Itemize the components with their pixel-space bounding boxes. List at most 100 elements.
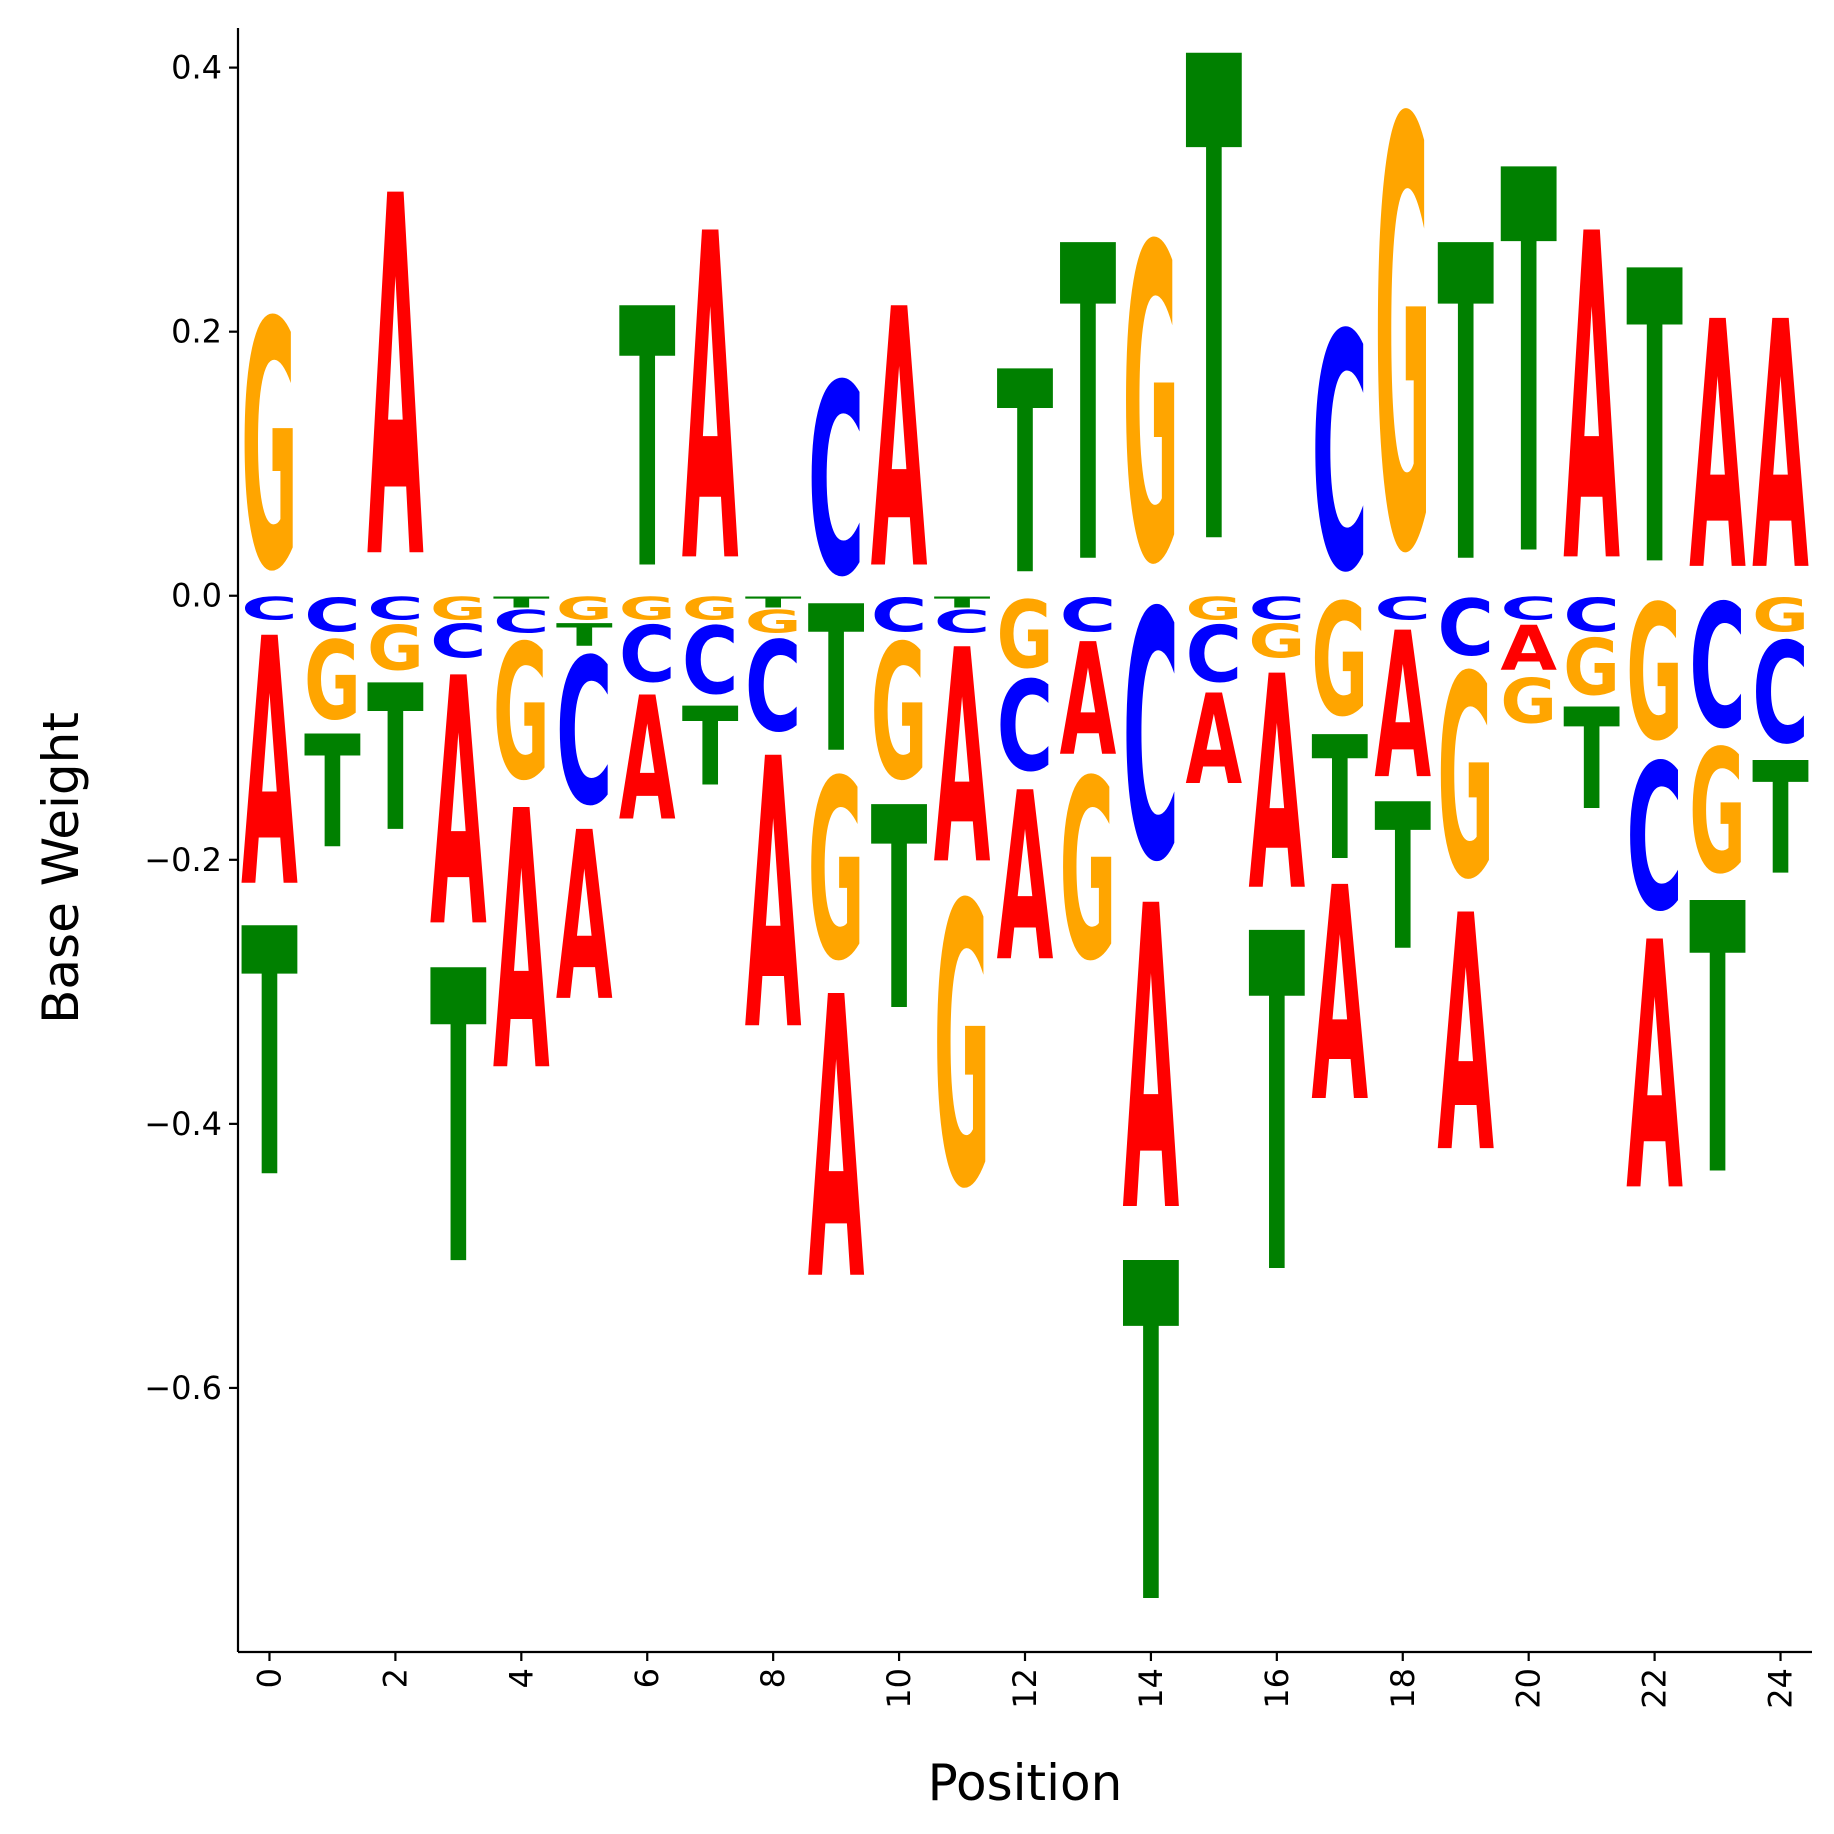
logo-letter-t-pos-7: T xyxy=(682,683,739,810)
logo-letter-a-pos-15: A xyxy=(1186,669,1243,813)
x-tick-label: 16 xyxy=(1258,1668,1296,1709)
y-tick-label: −0.2 xyxy=(144,841,222,879)
logo-letter-c-pos-7: C xyxy=(682,608,739,716)
x-tick-label: 8 xyxy=(754,1668,792,1688)
x-tick-label: 4 xyxy=(502,1668,540,1688)
logo-letter-g-pos-0: G xyxy=(241,250,298,646)
logo-letter-a-pos-23: A xyxy=(1689,252,1746,647)
logo-letter-g-pos-17: G xyxy=(1311,572,1368,751)
y-tick-label: 0.0 xyxy=(171,577,222,615)
x-tick-label: 22 xyxy=(1636,1668,1674,1709)
logo-letter-t-pos-3: T xyxy=(430,889,487,1356)
logo-letter-g-pos-11: G xyxy=(934,825,991,1275)
logo-letter-t-pos-10: T xyxy=(871,750,928,1074)
x-tick-label: 12 xyxy=(1006,1668,1044,1709)
logo-letter-c-pos-22: C xyxy=(1626,722,1683,956)
logo-letter-t-pos-14: T xyxy=(1123,1168,1180,1708)
x-axis-label: Position xyxy=(928,1754,1123,1812)
logo-letter-a-pos-14: A xyxy=(1123,819,1180,1305)
logo-letter-t-pos-8: T xyxy=(745,594,802,612)
logo-letter-g-pos-14: G xyxy=(1123,157,1180,661)
logo-letter-c-pos-15: C xyxy=(1186,610,1243,700)
logo-letter-a-pos-16: A xyxy=(1249,615,1306,957)
logo-letter-a-pos-2: A xyxy=(367,95,424,670)
logo-letter-a-pos-19: A xyxy=(1437,849,1494,1226)
x-tick-label: 6 xyxy=(628,1668,666,1688)
logo-letter-c-pos-5: C xyxy=(556,616,613,850)
logo-letter-g-pos-1: G xyxy=(304,619,361,744)
logo-letter-t-pos-16: T xyxy=(1249,838,1306,1378)
logo-letter-g-pos-16: G xyxy=(1249,614,1306,668)
x-tick-label: 18 xyxy=(1384,1668,1422,1709)
x-tick-label: 20 xyxy=(1510,1668,1548,1709)
logo-letter-a-pos-10: A xyxy=(871,235,928,649)
logo-letter-t-pos-9: T xyxy=(808,564,865,798)
logo-letter-g-pos-19: G xyxy=(1437,617,1494,941)
logo-letter-g-pos-15: G xyxy=(1186,591,1243,627)
logo-letter-g-pos-20: G xyxy=(1500,666,1557,738)
logo-letter-c-pos-3: C xyxy=(430,615,487,669)
logo-letter-c-pos-16: C xyxy=(1249,591,1306,627)
logo-letter-c-pos-14: C xyxy=(1123,542,1180,938)
logo-letter-t-pos-12: T xyxy=(997,314,1054,638)
logo-letter-a-pos-13: A xyxy=(1060,611,1117,791)
logo-letter-g-pos-23: G xyxy=(1689,714,1746,912)
logo-letter-a-pos-8: A xyxy=(745,683,802,1115)
logo-letter-t-pos-4: T xyxy=(493,594,550,612)
logo-letter-a-pos-18: A xyxy=(1374,590,1431,824)
logo-letter-t-pos-13: T xyxy=(1060,158,1117,661)
logo-letter-c-pos-13: C xyxy=(1060,589,1117,643)
logo-letter-t-pos-11: T xyxy=(934,594,991,612)
y-tick-label: −0.4 xyxy=(144,1105,222,1143)
logo-letter-c-pos-4: C xyxy=(493,604,550,640)
logo-letter-a-pos-20: A xyxy=(1500,612,1557,684)
logo-letter-a-pos-22: A xyxy=(1626,873,1683,1268)
logo-letter-g-pos-18: G xyxy=(1374,0,1431,683)
logo-letter-c-pos-24: C xyxy=(1752,613,1809,775)
logo-letter-a-pos-7: A xyxy=(682,140,739,662)
logo-letter-g-pos-6: G xyxy=(619,591,676,627)
logo-letter-c-pos-1: C xyxy=(304,589,361,643)
logo-letter-c-pos-11: C xyxy=(934,604,991,640)
logo-letter-t-pos-5: T xyxy=(556,617,613,653)
y-tick-label: 0.2 xyxy=(171,313,222,351)
logo-letter-c-pos-19: C xyxy=(1437,584,1494,674)
logo-letter-a-pos-4: A xyxy=(493,737,550,1151)
logo-letter-t-pos-2: T xyxy=(367,643,424,877)
logo-letter-g-pos-9: G xyxy=(808,727,865,1016)
logo-letter-a-pos-12: A xyxy=(997,742,1054,1013)
logo-letter-a-pos-21: A xyxy=(1563,140,1620,662)
logo-letter-a-pos-6: A xyxy=(619,660,676,859)
logo-letter-t-pos-19: T xyxy=(1437,158,1494,661)
logo-letter-c-pos-0: C xyxy=(241,591,298,627)
logo-letter-t-pos-1: T xyxy=(304,704,361,883)
logo-letter-c-pos-20: C xyxy=(1500,591,1557,627)
logo-letter-c-pos-9: C xyxy=(808,328,865,635)
logo-letter-a-pos-24: A xyxy=(1752,252,1809,647)
y-tick-label: −0.6 xyxy=(144,1369,222,1407)
x-tick-label: 14 xyxy=(1132,1668,1170,1709)
logo-letter-c-pos-17: C xyxy=(1311,266,1368,644)
logo-letter-a-pos-11: A xyxy=(934,589,991,931)
logo-letter-t-pos-22: T xyxy=(1626,189,1683,656)
logo-letter-c-pos-18: C xyxy=(1374,591,1431,627)
logo-letter-g-pos-22: G xyxy=(1626,567,1683,783)
logo-letter-t-pos-20: T xyxy=(1500,62,1557,674)
logo-letter-g-pos-21: G xyxy=(1563,624,1620,714)
logo-letter-t-pos-17: T xyxy=(1311,700,1368,898)
logo-letter-t-pos-15: T xyxy=(1186,0,1243,694)
logo-letter-c-pos-2: C xyxy=(367,591,424,627)
logo-letter-g-pos-10: G xyxy=(871,607,928,823)
logo-letter-g-pos-2: G xyxy=(367,613,424,685)
logo-letters: GCATCGTACGTGCATTCGAGTCATGCAAGCTTGCACTGAA… xyxy=(241,0,1809,1708)
logo-letter-a-pos-9: A xyxy=(808,916,865,1366)
logo-letter-g-pos-8: G xyxy=(745,604,802,640)
logo-letter-c-pos-8: C xyxy=(745,616,802,760)
logo-letter-g-pos-5: G xyxy=(556,591,613,627)
ticks: −0.6−0.4−0.20.00.20.40 2 4 6 8 10 12 14 16 18 20 22… xyxy=(144,49,1799,1709)
logo-letter-t-pos-0: T xyxy=(241,859,298,1255)
logo-letter-a-pos-0: A xyxy=(241,569,298,964)
logo-letter-a-pos-3: A xyxy=(430,608,487,1003)
